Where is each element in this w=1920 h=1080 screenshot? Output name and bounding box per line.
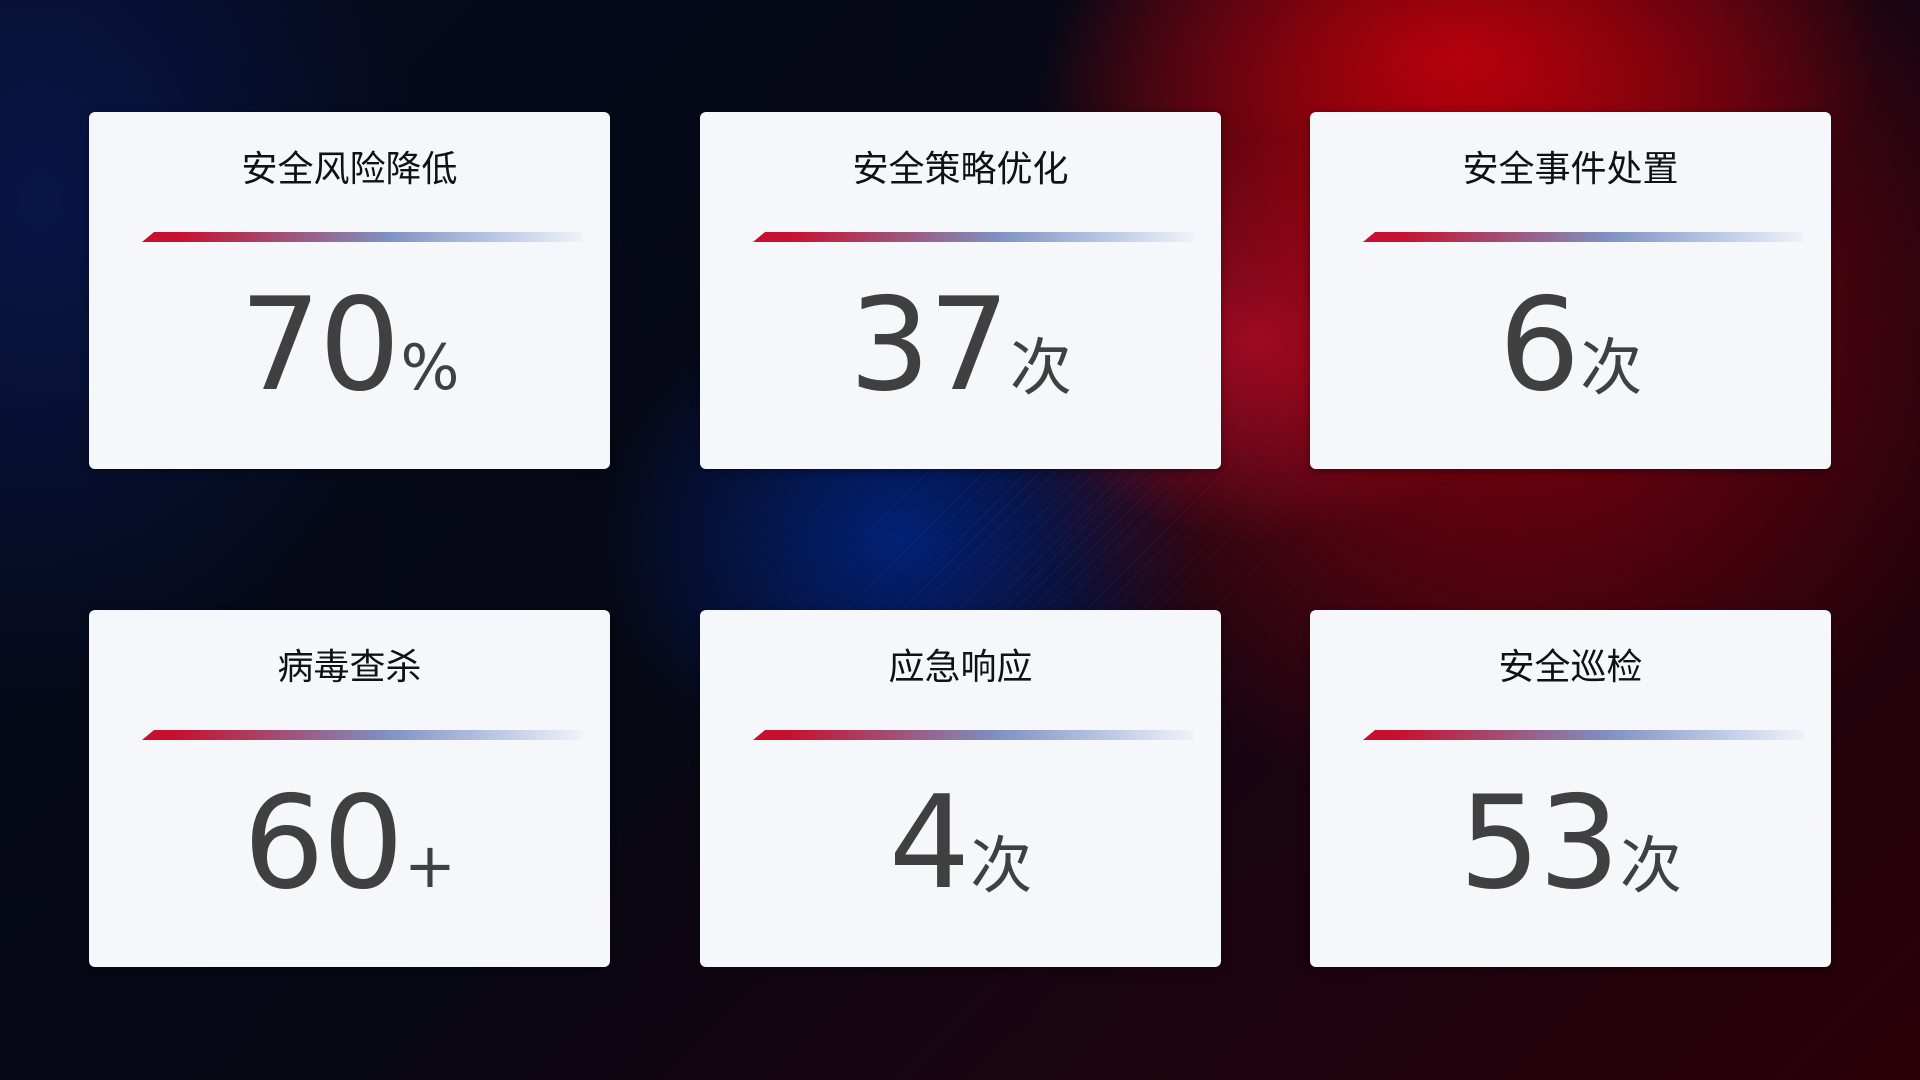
card-divider [753, 232, 1194, 242]
card-title: 安全巡检 [1498, 647, 1643, 688]
card-divider [753, 730, 1194, 740]
card-value: 37次 [700, 282, 1221, 410]
card-title: 病毒查杀 [277, 647, 422, 688]
value-number: 6 [1498, 271, 1580, 420]
value-number: 70 [239, 271, 401, 420]
stat-card-emergency-response: 应急响应 4次 [700, 610, 1221, 967]
card-value: 4次 [700, 780, 1221, 908]
value-number: 60 [243, 769, 404, 918]
value-suffix: % [400, 331, 460, 404]
card-title: 安全策略优化 [852, 149, 1069, 190]
value-number: 4 [888, 769, 970, 918]
card-divider [142, 232, 583, 242]
value-number: 37 [849, 271, 1010, 420]
card-value: 53次 [1310, 780, 1831, 908]
value-suffix: 次 [1619, 829, 1682, 902]
value-suffix: 次 [1580, 331, 1643, 404]
stat-card-risk-reduction: 安全风险降低 70% [89, 112, 610, 469]
stat-card-security-patrol: 安全巡检 53次 [1310, 610, 1831, 967]
card-divider [142, 730, 583, 740]
card-divider [1363, 730, 1804, 740]
card-value: 6次 [1310, 282, 1831, 410]
value-number: 53 [1459, 769, 1620, 918]
card-title: 安全事件处置 [1462, 149, 1679, 190]
card-value: 60+ [89, 780, 610, 908]
value-suffix: + [403, 829, 456, 902]
value-suffix: 次 [970, 829, 1033, 902]
card-divider [1363, 232, 1804, 242]
card-title: 应急响应 [888, 647, 1033, 688]
stat-card-incident-handling: 安全事件处置 6次 [1310, 112, 1831, 469]
stat-card-policy-optimization: 安全策略优化 37次 [700, 112, 1221, 469]
card-title: 安全风险降低 [241, 149, 458, 190]
value-suffix: 次 [1009, 331, 1072, 404]
stat-card-virus-removal: 病毒查杀 60+ [89, 610, 610, 967]
card-value: 70% [89, 282, 610, 410]
